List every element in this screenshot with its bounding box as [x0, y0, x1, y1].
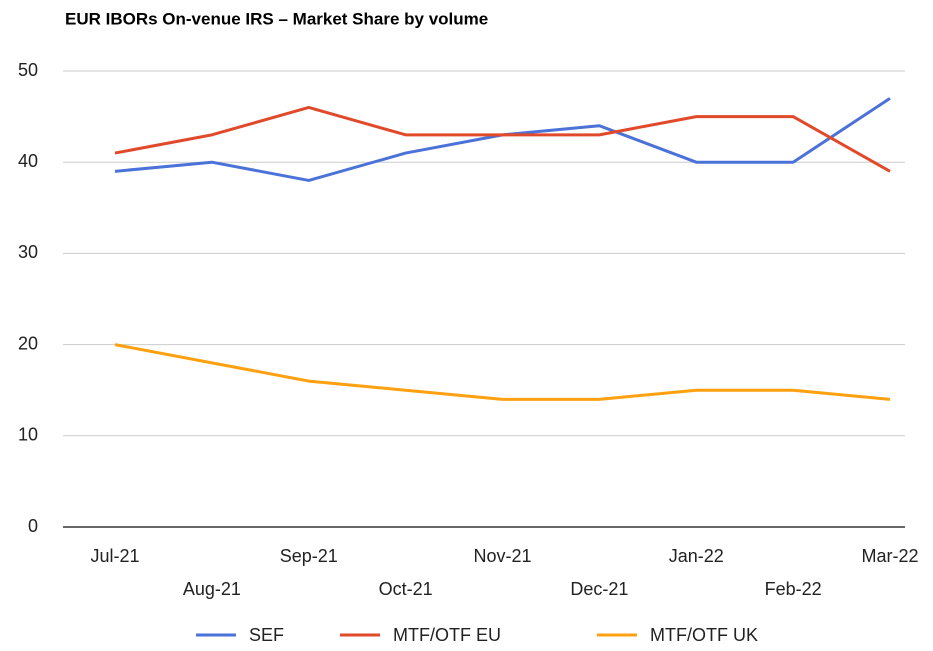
x-tick-label: Jan-22 — [669, 546, 724, 566]
x-tick-label: Mar-22 — [861, 546, 918, 566]
y-tick-label: 0 — [28, 516, 38, 536]
y-tick-label: 40 — [18, 151, 38, 171]
y-tick-label: 30 — [18, 242, 38, 262]
x-tick-label: Aug-21 — [183, 579, 241, 599]
series-line — [114, 105, 891, 173]
y-tick-label: 10 — [18, 425, 38, 445]
x-tick-label: Jul-21 — [90, 546, 139, 566]
y-tick-label: 20 — [18, 333, 38, 353]
series-line — [114, 97, 891, 182]
series-line — [114, 343, 891, 401]
chart-title: EUR IBORs On-venue IRS – Market Share by… — [65, 9, 488, 28]
x-tick-label: Dec-21 — [570, 579, 628, 599]
legend-label: MTF/OTF EU — [393, 625, 501, 645]
legend-label: MTF/OTF UK — [650, 625, 758, 645]
x-tick-label: Oct-21 — [379, 579, 433, 599]
x-tick-label: Sep-21 — [280, 546, 338, 566]
y-tick-label: 50 — [18, 60, 38, 80]
x-tick-label: Nov-21 — [473, 546, 531, 566]
x-tick-label: Feb-22 — [765, 579, 822, 599]
legend-label: SEF — [249, 625, 284, 645]
